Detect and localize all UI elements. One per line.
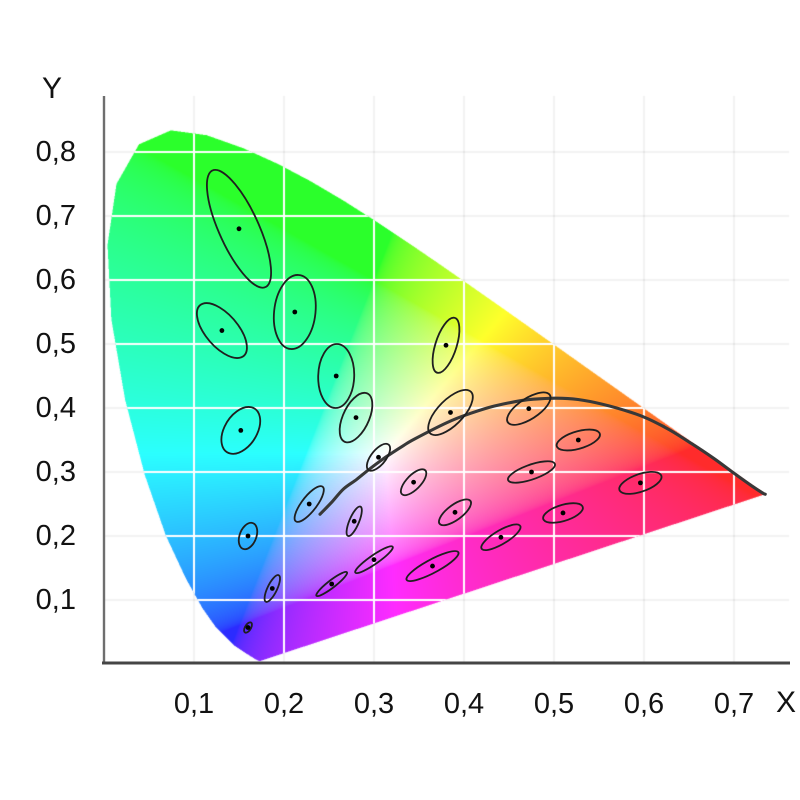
ellipse-center-dot — [411, 479, 416, 485]
macadam-ellipse — [476, 521, 525, 554]
macadam-ellipse — [402, 547, 464, 585]
ellipse-center-dot — [448, 410, 453, 415]
macadam-ellipse — [352, 544, 397, 576]
ellipse-center-dot — [236, 226, 242, 232]
ellipse-center-dot — [443, 342, 449, 348]
ellipse-center-dot — [292, 309, 298, 315]
ellipse-center-dot — [638, 480, 643, 486]
ellipse-center-dot — [269, 586, 275, 591]
ellipse-center-dot — [238, 428, 244, 433]
ellipse-center-dot — [575, 437, 581, 443]
ellipse-center-dot — [376, 454, 381, 460]
ellipse-center-dot — [245, 533, 251, 539]
planckian-locus-curve — [318, 396, 767, 516]
macadam-ellipse — [362, 442, 395, 474]
ellipse-center-dot — [560, 510, 566, 516]
ellipse-center-dot — [529, 469, 534, 475]
macadam-ellipse — [500, 388, 558, 430]
ellipse-center-dot — [351, 518, 357, 524]
ellipse-center-dot — [430, 563, 435, 569]
ellipse-center-dot — [333, 373, 339, 379]
ellipse-center-dot — [498, 534, 504, 540]
ellipse-center-dot — [306, 501, 312, 507]
macadam-ellipse — [427, 316, 465, 374]
macadam-ellipse — [333, 390, 379, 445]
macadam-ellipse — [313, 570, 350, 598]
ellipse-center-dot — [452, 509, 458, 515]
macadam-ellipse — [614, 467, 666, 498]
macadam-ellipse — [242, 622, 253, 634]
macadam-ellipse — [434, 496, 477, 529]
macadam-ellipse — [420, 385, 482, 439]
macadam-ellipse — [214, 404, 268, 458]
macadam-ellipse — [271, 274, 320, 350]
macadam-ellipse — [396, 467, 431, 498]
macadam-ellipse — [343, 506, 364, 537]
macadam-ellipse — [552, 425, 604, 455]
macadam-ellipse — [194, 166, 284, 292]
ellipse-center-dot — [526, 406, 532, 412]
ellipse-center-dot — [371, 557, 377, 563]
macadam-ellipse — [539, 499, 587, 527]
macadam-ellipse — [261, 574, 283, 603]
macadam-ellipse — [504, 457, 559, 487]
macadam-ellipse — [187, 298, 257, 363]
ellipse-center-dot — [329, 581, 335, 587]
ellipse-center-dot — [219, 328, 225, 333]
macadam-ellipse — [317, 344, 355, 408]
macadam-ellipse — [236, 522, 261, 551]
ellipse-center-dot — [245, 625, 251, 630]
macadam-ellipse — [289, 484, 329, 525]
ellipse-center-dot — [353, 415, 359, 420]
